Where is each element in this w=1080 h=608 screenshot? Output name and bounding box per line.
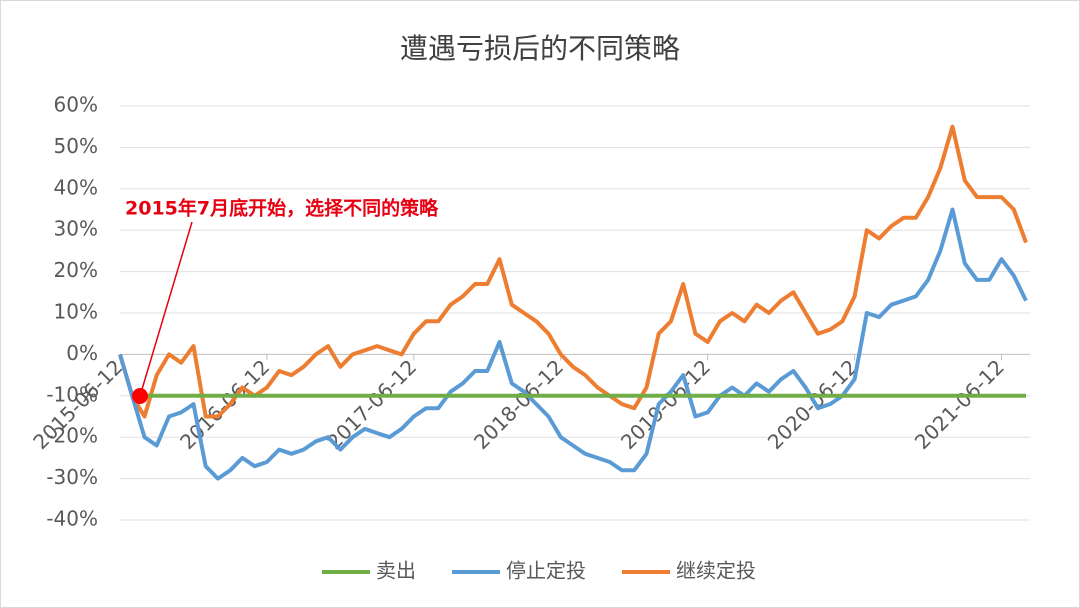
annotation: 2015年7月底开始，选择不同的策略 bbox=[125, 197, 439, 220]
y-tick-label: 0% bbox=[66, 341, 98, 365]
legend-label: 停止定投 bbox=[506, 559, 586, 583]
series-line bbox=[118, 124, 1028, 419]
annotation-pointer bbox=[139, 221, 193, 397]
y-tick-label: 60% bbox=[54, 93, 98, 117]
y-tick-label: -30% bbox=[46, 465, 98, 489]
y-tick-label: -10% bbox=[46, 382, 98, 406]
y-tick-label: 10% bbox=[54, 300, 98, 324]
y-tick-label: 30% bbox=[54, 217, 98, 241]
y-tick-label: 20% bbox=[54, 258, 98, 282]
series-line bbox=[118, 207, 1028, 481]
chart-title: 遭遇亏损后的不同策略 bbox=[400, 32, 680, 65]
legend-label: 卖出 bbox=[376, 559, 416, 583]
y-tick-label: -40% bbox=[46, 507, 98, 531]
y-tick-label: 40% bbox=[54, 175, 98, 199]
legend-label: 继续定投 bbox=[676, 559, 756, 583]
annotation-dot bbox=[132, 388, 148, 404]
y-tick-label: 50% bbox=[54, 134, 98, 158]
y-tick-label: -20% bbox=[46, 424, 98, 448]
